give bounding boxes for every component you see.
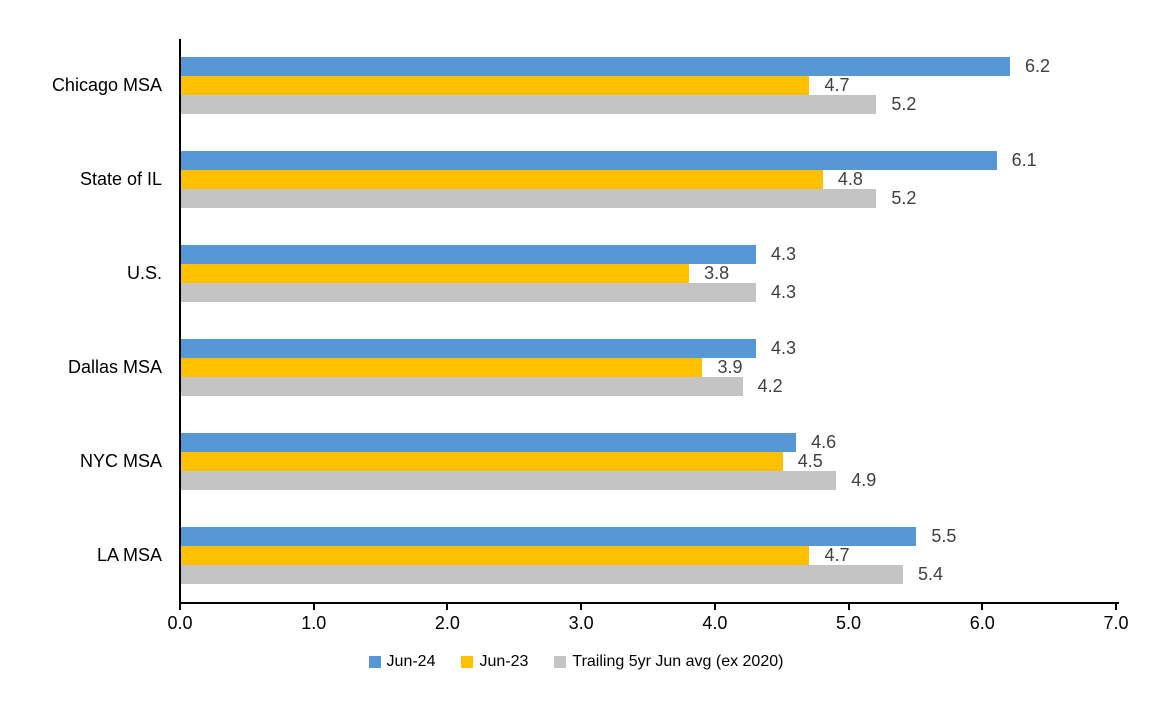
bar-trailing-5yr-jun-avg-ex-2020- xyxy=(181,95,877,115)
data-label: 4.5 xyxy=(797,450,823,471)
data-label: 4.7 xyxy=(824,544,850,565)
bar-jun-24 xyxy=(181,432,797,452)
data-label: 4.3 xyxy=(770,282,796,303)
category-label: Dallas MSA xyxy=(67,356,162,377)
category-label: U.S. xyxy=(126,263,162,284)
data-label: 4.7 xyxy=(824,75,850,96)
legend-item-trailing-5yr-jun-avg-ex-2020-: Trailing 5yr Jun avg (ex 2020) xyxy=(554,653,783,671)
data-label: 4.2 xyxy=(757,375,783,396)
bar-jun-23 xyxy=(181,545,810,565)
x-axis-tick-label: 4.0 xyxy=(702,613,728,633)
x-axis-tick xyxy=(580,604,583,610)
legend-label: Trailing 5yr Jun avg (ex 2020) xyxy=(572,653,784,670)
x-axis-tick xyxy=(312,604,315,610)
data-label: 4.9 xyxy=(851,469,877,490)
bar-trailing-5yr-jun-avg-ex-2020- xyxy=(181,283,756,303)
data-label: 3.9 xyxy=(717,356,743,377)
data-label: 6.2 xyxy=(1025,56,1051,77)
x-axis-tick-label: 1.0 xyxy=(301,613,327,633)
legend-item-jun-24: Jun-24 xyxy=(368,653,436,671)
bar-trailing-5yr-jun-avg-ex-2020- xyxy=(181,189,877,209)
bar-jun-23 xyxy=(181,451,783,471)
category-label: LA MSA xyxy=(96,544,162,565)
x-axis-tick-label: 0.0 xyxy=(167,613,193,633)
x-axis-tick-label: 5.0 xyxy=(836,613,862,633)
legend-label: Jun-24 xyxy=(386,653,436,670)
bar-jun-24 xyxy=(181,57,1011,77)
x-axis-tick-label: 6.0 xyxy=(969,613,995,633)
bar-trailing-5yr-jun-avg-ex-2020- xyxy=(181,470,837,490)
chart-legend: Jun-24 Jun-23 Trailing 5yr Jun avg (ex 202… xyxy=(0,650,1152,674)
data-label: 4.6 xyxy=(811,431,837,452)
category-label: NYC MSA xyxy=(79,450,162,471)
bar-jun-24 xyxy=(181,526,917,546)
data-label: 5.5 xyxy=(931,525,957,546)
x-axis-tick xyxy=(1115,604,1117,610)
legend-item-jun-23: Jun-23 xyxy=(461,653,528,671)
bar-jun-24 xyxy=(181,151,997,171)
bar-jun-23 xyxy=(181,264,690,284)
bar-jun-23 xyxy=(181,76,810,96)
x-axis-tick-label: 3.0 xyxy=(568,613,594,633)
data-label: 5.2 xyxy=(891,94,917,115)
legend-label: Jun-23 xyxy=(479,653,529,670)
bar-trailing-5yr-jun-avg-ex-2020- xyxy=(181,376,743,396)
data-label: 4.3 xyxy=(770,244,796,265)
data-label: 4.8 xyxy=(837,169,863,190)
bar-jun-23 xyxy=(181,170,823,190)
x-axis-line xyxy=(179,602,1119,604)
bar-jun-24 xyxy=(181,338,756,358)
x-axis-tick-label: 2.0 xyxy=(434,613,460,633)
data-label: 6.1 xyxy=(1011,150,1037,171)
legend-swatch xyxy=(368,656,381,668)
category-label: State of IL xyxy=(79,169,162,190)
legend-swatch xyxy=(461,656,474,668)
x-axis-tick xyxy=(981,604,984,610)
x-axis-tick xyxy=(446,604,449,610)
data-label: 4.3 xyxy=(770,337,796,358)
category-label: Chicago MSA xyxy=(51,75,162,96)
y-axis-line xyxy=(179,39,181,610)
legend-swatch xyxy=(554,656,567,668)
x-axis-tick-label: 7.0 xyxy=(1103,613,1129,633)
bar-jun-24 xyxy=(181,245,756,265)
data-label: 3.8 xyxy=(704,263,730,284)
bar-jun-23 xyxy=(181,357,703,377)
bar-trailing-5yr-jun-avg-ex-2020- xyxy=(181,564,904,584)
x-axis-tick xyxy=(847,604,850,610)
data-label: 5.2 xyxy=(891,188,917,209)
x-axis-tick xyxy=(713,604,716,610)
data-label: 5.4 xyxy=(918,563,944,584)
